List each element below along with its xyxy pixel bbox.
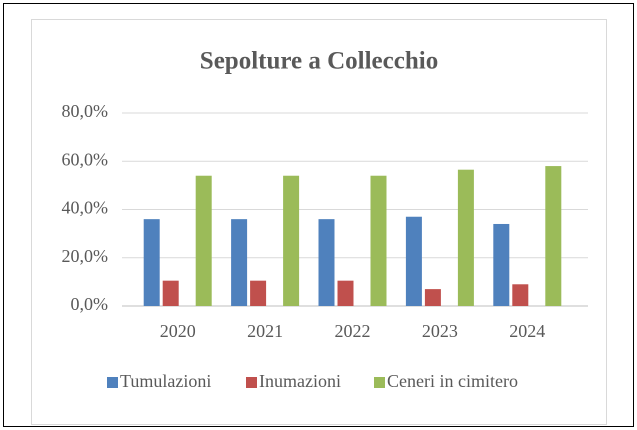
- bar: [143, 219, 160, 306]
- bar: [283, 175, 300, 306]
- bar: [370, 175, 387, 306]
- y-tick-label: 40,0%: [62, 198, 109, 218]
- bar: [250, 280, 267, 306]
- x-tick-label: 2022: [335, 321, 371, 341]
- bar: [318, 219, 335, 306]
- legend-swatch: [107, 377, 118, 388]
- x-tick-label: 2023: [422, 321, 458, 341]
- legend-swatch: [374, 377, 385, 388]
- bar: [231, 219, 248, 306]
- legend-label: Ceneri in cimitero: [387, 371, 518, 391]
- y-tick-label: 80,0%: [62, 101, 109, 121]
- bar: [424, 289, 441, 306]
- y-tick-label: 60,0%: [62, 149, 109, 169]
- legend-label: Inumazioni: [259, 371, 341, 391]
- bar: [162, 280, 179, 306]
- bar: [457, 169, 474, 306]
- legend-swatch: [246, 377, 257, 388]
- bar: [545, 166, 562, 306]
- bar: [195, 175, 212, 306]
- bar: [512, 284, 529, 306]
- x-tick-label: 2020: [160, 321, 196, 341]
- bar: [493, 223, 510, 306]
- x-tick-label: 2024: [509, 321, 545, 341]
- bar: [337, 280, 354, 306]
- y-tick-label: 0,0%: [71, 294, 109, 314]
- chart-title: Sepolture a Collecchio: [200, 48, 438, 75]
- y-tick-label: 20,0%: [62, 246, 109, 266]
- x-tick-label: 2021: [247, 321, 283, 341]
- bar: [405, 216, 422, 306]
- legend-label: Tumulazioni: [120, 371, 211, 391]
